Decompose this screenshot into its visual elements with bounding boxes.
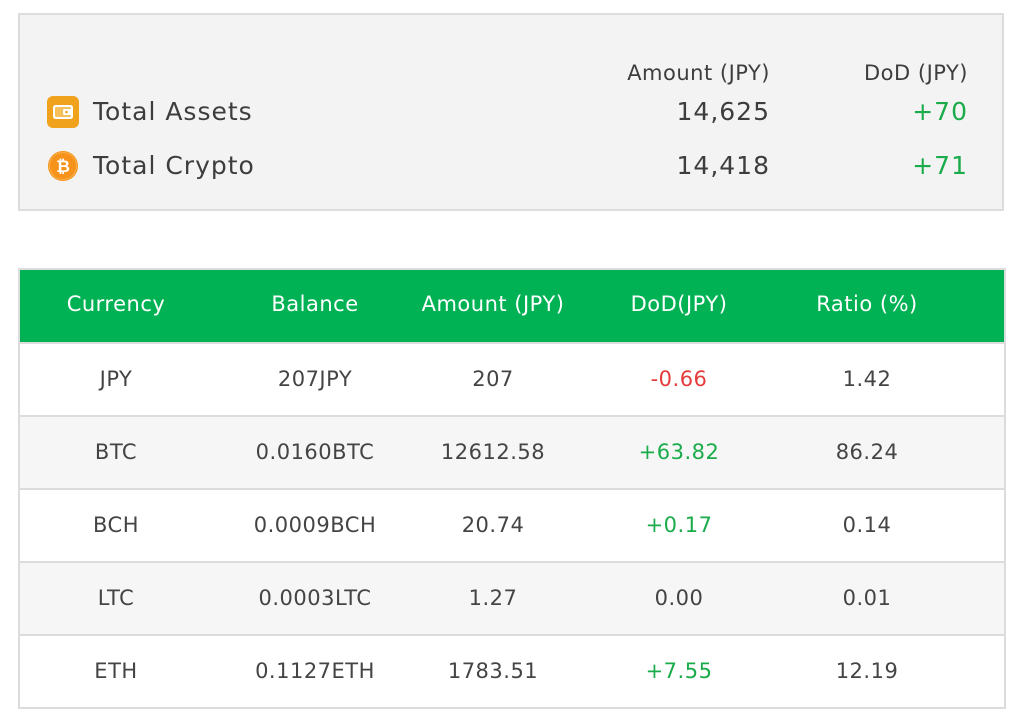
cell-ratio: 1.42 [842, 367, 892, 391]
column-header-amount: Amount (JPY) [421, 292, 565, 316]
summary-label: Total Crypto [93, 151, 255, 180]
cell-ratio: 86.24 [835, 440, 899, 464]
svg-text:₿: ₿ [56, 157, 70, 177]
table-row: ETH 0.1127ETH 1783.51 +7.55 12.19 [20, 634, 1004, 707]
cell-amount: 1.27 [468, 586, 518, 610]
column-header-ratio: Ratio (%) [816, 292, 918, 316]
table-header: Currency Balance Amount (JPY) DoD(JPY) R… [20, 270, 1004, 342]
summary-row-total-crypto: ₿ Total Crypto 14,418 +71 [20, 147, 1002, 187]
cell-balance: 0.0009BCH [253, 513, 377, 537]
summary-dod: +71 [912, 151, 968, 180]
cell-dod: +7.55 [645, 659, 713, 683]
cell-currency: LTC [97, 586, 135, 610]
cell-ratio: 0.14 [842, 513, 892, 537]
column-header-currency: Currency [66, 292, 166, 316]
cell-amount: 12612.58 [440, 440, 546, 464]
cell-currency: JPY [99, 367, 133, 391]
cell-dod: 0.00 [654, 586, 704, 610]
summary-amount-header: Amount (JPY) [627, 61, 770, 85]
summary-row-total-assets: Total Assets 14,625 +70 [20, 93, 1002, 133]
table-row: BTC 0.0160BTC 12612.58 +63.82 86.24 [20, 415, 1004, 488]
cell-dod: -0.66 [650, 367, 708, 391]
table-row: LTC 0.0003LTC 1.27 0.00 0.01 [20, 561, 1004, 634]
summary-dod: +70 [912, 97, 968, 126]
cell-currency: BTC [94, 440, 138, 464]
cell-balance: 0.1127ETH [255, 659, 375, 683]
cell-amount: 20.74 [461, 513, 525, 537]
table-row: BCH 0.0009BCH 20.74 +0.17 0.14 [20, 488, 1004, 561]
cell-dod: +63.82 [638, 440, 720, 464]
column-header-balance: Balance [271, 292, 359, 316]
currency-table: Currency Balance Amount (JPY) DoD(JPY) R… [18, 268, 1006, 709]
summary-dod-header: DoD (JPY) [864, 61, 968, 85]
cell-ratio: 12.19 [835, 659, 899, 683]
cell-balance: 0.0003LTC [258, 586, 372, 610]
cell-balance: 207JPY [277, 367, 353, 391]
summary-panel: Amount (JPY) DoD (JPY) Total Assets 14,6… [18, 13, 1004, 211]
column-header-dod: DoD(JPY) [630, 292, 728, 316]
cell-dod: +0.17 [645, 513, 713, 537]
wallet-icon [47, 96, 79, 128]
cell-currency: ETH [94, 659, 138, 683]
cell-ratio: 0.01 [842, 586, 892, 610]
summary-label: Total Assets [93, 97, 253, 126]
cell-amount: 1783.51 [447, 659, 539, 683]
summary-amount: 14,418 [676, 151, 770, 180]
cell-amount: 207 [472, 367, 514, 391]
table-row: JPY 207JPY 207 -0.66 1.42 [20, 342, 1004, 415]
summary-amount: 14,625 [676, 97, 770, 126]
cell-currency: BCH [93, 513, 139, 537]
bitcoin-icon: ₿ [47, 150, 79, 182]
cell-balance: 0.0160BTC [255, 440, 375, 464]
